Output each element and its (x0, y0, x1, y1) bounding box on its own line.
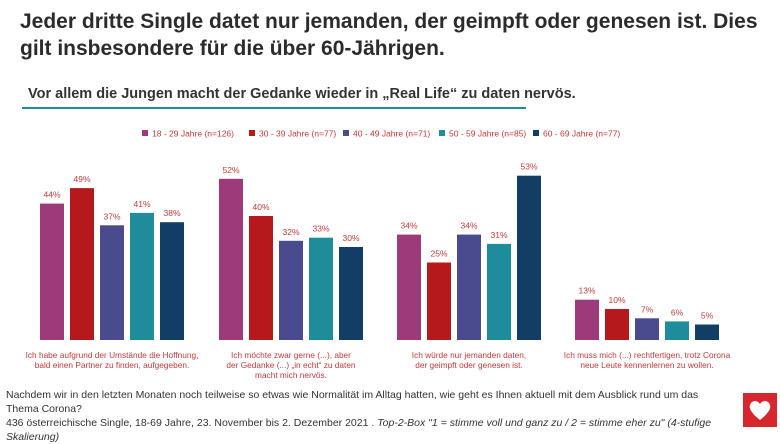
category-label-line: Ich möchte zwar gerne (...), aber (231, 350, 351, 360)
category-label: Ich muss mich (...) rechtfertigen, trotz… (564, 350, 731, 370)
category-label: Ich möchte zwar gerne (...), aber der Ged… (226, 350, 356, 380)
footnote-sample-text: 436 österreichische Single, 18-69 Jahre,… (6, 417, 378, 429)
data-label: 31% (490, 230, 507, 240)
category-label: Ich würde nur jemanden daten, der geimpft… (412, 350, 526, 370)
category-label-line: Ich würde nur jemanden daten, (412, 350, 526, 360)
bar (517, 175, 541, 340)
legend-swatch (343, 130, 349, 136)
data-label: 49% (73, 174, 90, 184)
data-label: 7% (641, 304, 654, 314)
chart-subtitle: Vor allem die Jungen macht der Gedanke w… (28, 86, 576, 102)
data-label: 38% (163, 208, 180, 218)
category-label-line: Ich muss mich (...) rechtfertigen, trotz… (564, 350, 731, 360)
category-label-line: der geimpft oder genesen ist. (415, 360, 522, 370)
data-label: 40% (252, 202, 269, 212)
bar (160, 222, 184, 340)
data-label: 34% (400, 221, 417, 231)
heart-icon (749, 400, 771, 420)
legend-label: 18 - 29 Jahre (n=126) (152, 129, 234, 139)
legend-label: 30 - 39 Jahre (n=77) (259, 129, 336, 139)
data-label: 41% (133, 199, 150, 209)
data-label: 30% (342, 233, 359, 243)
bar (457, 234, 481, 340)
data-label: 25% (430, 249, 447, 259)
category-label: Ich habe aufgrund der Umstände die Hoffn… (26, 350, 199, 370)
bar (309, 237, 333, 340)
legend-swatch (249, 130, 255, 136)
data-label: 6% (671, 307, 684, 317)
category-label-line: Ich habe aufgrund der Umstände die Hoffn… (26, 350, 199, 360)
legend-swatch (533, 130, 539, 136)
bar (665, 321, 689, 340)
data-label: 13% (578, 286, 595, 296)
data-label: 10% (608, 295, 625, 305)
bar (635, 318, 659, 340)
data-label: 52% (222, 165, 239, 175)
bar (605, 309, 629, 340)
bar (397, 234, 421, 340)
bar (40, 203, 64, 340)
bar (249, 216, 273, 340)
legend-swatch (142, 130, 148, 136)
bar (130, 212, 154, 340)
data-label: 44% (43, 190, 60, 200)
legend-label: 50 - 59 Jahre (n=85) (449, 129, 526, 139)
subtitle-underline (22, 107, 526, 109)
footnote-sample: 436 österreichische Single, 18-69 Jahre,… (6, 416, 726, 444)
bar (487, 243, 511, 340)
data-label: 33% (312, 224, 329, 234)
bar (427, 262, 451, 340)
chart-title: Jeder dritte Single datet nur jemanden, … (20, 10, 758, 60)
footnote: Nachdem wir in den letzten Monaten noch … (6, 388, 726, 444)
bar (100, 225, 124, 340)
footnote-question: Nachdem wir in den letzten Monaten noch … (6, 389, 699, 415)
category-label-line: der Gedanke (...) „in echt“ zu daten (226, 360, 356, 370)
category-label-line: neue Leute kennenlernen zu wollen. (580, 360, 713, 370)
bar (695, 324, 719, 340)
bar (70, 188, 94, 340)
bar (339, 247, 363, 340)
data-label: 32% (282, 227, 299, 237)
data-label: 34% (460, 221, 477, 231)
brand-logo (743, 393, 777, 427)
bar (575, 299, 599, 340)
data-label: 5% (701, 311, 714, 321)
category-label-line: bald einen Partner zu finden, aufgegeben… (35, 360, 190, 370)
data-label: 37% (103, 211, 120, 221)
data-label: 53% (520, 162, 537, 172)
category-label-line: macht mich nervös. (255, 370, 327, 380)
bar (279, 240, 303, 340)
bar (219, 178, 243, 340)
bar-chart: 18 - 29 Jahre (n=126) 30 - 39 Jahre (n=77… (26, 129, 731, 381)
legend-label: 60 - 69 Jahre (n=77) (543, 129, 620, 139)
legend-swatch (439, 130, 445, 136)
legend-label: 40 - 49 Jahre (n=71) (353, 129, 430, 139)
